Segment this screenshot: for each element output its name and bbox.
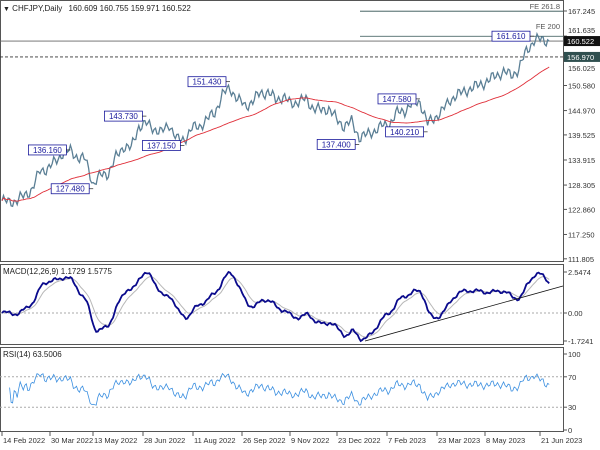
rsi-tick-label: 30 <box>568 403 576 412</box>
fibonacci-label: FE 200 <box>536 22 560 31</box>
fibonacci-label: FE 261.8 <box>530 2 560 11</box>
price-tick-label: 111.805 <box>568 255 594 264</box>
macd-tick-label: -1.7241 <box>568 337 593 346</box>
price-tick-label: 150.580 <box>568 81 595 90</box>
rsi-line <box>9 372 550 406</box>
macd-tick-label: 2.5474 <box>568 268 591 277</box>
price-tick-label: 128.305 <box>568 181 595 190</box>
date-tick-label: 28 Jun 2022 <box>144 436 185 445</box>
macd-label: MACD(12,26,9) 1.1729 1.5775 <box>3 267 112 276</box>
price-annotation: 143.730 <box>109 112 138 121</box>
rsi-panel-frame <box>0 347 564 432</box>
date-tick-label: 9 Nov 2022 <box>291 436 329 445</box>
price-series <box>1 31 550 208</box>
price-tick-label: 161.635 <box>568 26 595 35</box>
rsi-tick-label: 70 <box>568 373 576 382</box>
date-tick-label: 7 Feb 2023 <box>388 436 426 445</box>
macd-panel-frame <box>0 264 564 345</box>
price-annotation: 147.580 <box>383 95 412 104</box>
date-tick-label: 11 Aug 2022 <box>194 436 236 445</box>
macd-tick-label: 0.00 <box>568 309 583 318</box>
date-tick-label: 13 May 2022 <box>94 436 137 445</box>
level-price-badge <box>564 51 600 62</box>
macd-line <box>1 270 550 343</box>
price-tick-label: 156.025 <box>568 64 595 73</box>
price-annotation: 136.160 <box>33 146 62 155</box>
price-annotation: 137.400 <box>322 140 351 149</box>
date-tick-label: 8 May 2023 <box>486 436 525 445</box>
price-tick-label: 167.245 <box>568 7 595 16</box>
price-annotation: 161.610 <box>497 32 526 41</box>
price-tick-label: 139.525 <box>568 131 595 140</box>
rsi-label: RSI(14) 63.5006 <box>3 350 62 359</box>
date-tick-label: 26 Sep 2022 <box>243 436 286 445</box>
main-panel-frame <box>0 0 564 262</box>
chart-header: ▼ CHFJPY,Daily 160.609 160.755 159.971 1… <box>3 4 191 13</box>
triangle-down-icon[interactable]: ▼ <box>3 6 10 13</box>
ohlc-values: 160.609 160.755 159.971 160.522 <box>68 4 191 13</box>
current-price-badge-text: 160.522 <box>567 37 594 46</box>
rsi-tick-label: 100 <box>568 350 581 359</box>
signal-line <box>1 275 550 338</box>
current-price-badge <box>564 36 600 47</box>
level-price-badge-text: 156.970 <box>567 53 594 62</box>
symbol-label: CHFJPY,Daily <box>12 4 63 13</box>
price-annotation: 127.480 <box>56 185 85 194</box>
price-annotation: 140.210 <box>390 128 419 137</box>
price-annotation: 151.430 <box>193 78 222 87</box>
rsi-tick-label: 0 <box>568 426 572 435</box>
date-tick-label: 21 Jun 2023 <box>541 436 582 445</box>
date-tick-label: 30 Mar 2022 <box>51 436 93 445</box>
price-tick-label: 122.860 <box>568 205 595 214</box>
date-tick-label: 23 Mar 2023 <box>438 436 480 445</box>
moving-average-line <box>1 66 550 202</box>
price-annotation: 137.150 <box>147 142 176 151</box>
macd-trendline <box>364 285 564 342</box>
price-tick-label: 133.915 <box>568 156 595 165</box>
date-tick-label: 14 Feb 2022 <box>3 436 45 445</box>
price-tick-label: 117.250 <box>568 230 595 239</box>
date-tick-label: 23 Dec 2022 <box>338 436 381 445</box>
price-tick-label: 144.970 <box>568 107 595 116</box>
